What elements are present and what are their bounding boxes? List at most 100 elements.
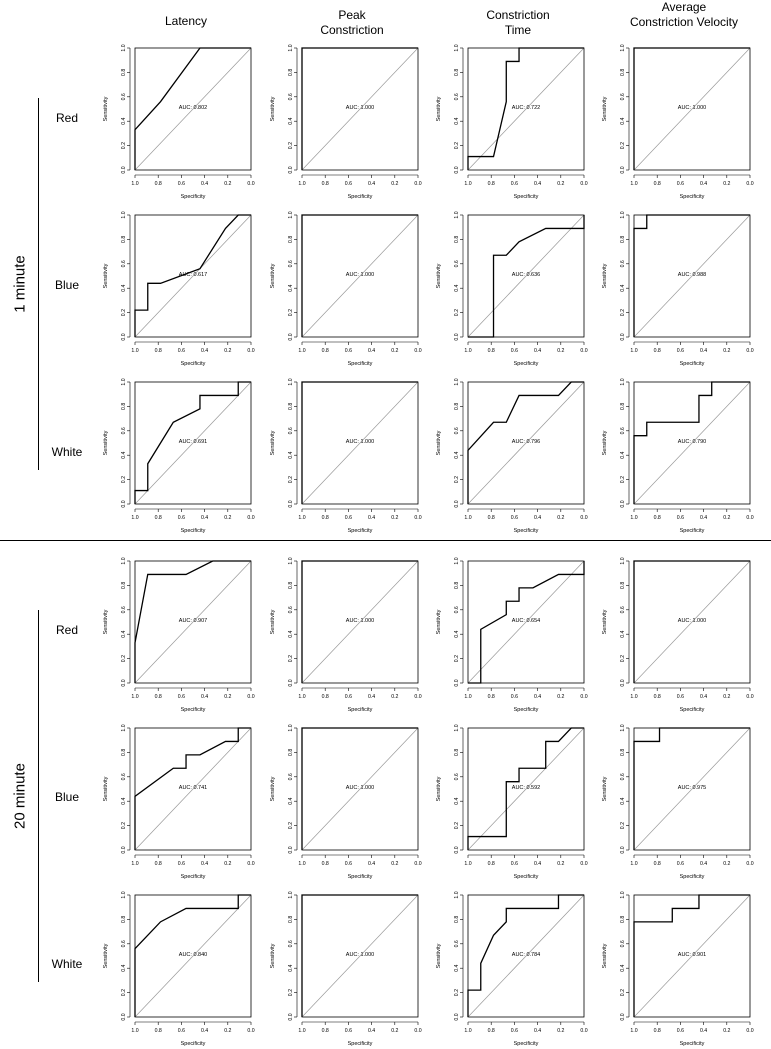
x-axis-title: Specificity (514, 707, 539, 713)
y-tick-label: 0.4 (454, 630, 460, 637)
x-tick-label: 0.4 (534, 181, 541, 187)
y-tick-label: 0.0 (620, 846, 626, 853)
x-tick-label: 0.2 (723, 348, 730, 354)
y-tick-label: 0.0 (288, 846, 294, 853)
roc-curve (301, 560, 418, 683)
x-tick-label: 0.0 (247, 515, 254, 521)
row-label-red-20min: Red (55, 623, 78, 637)
y-tick-label: 0.4 (620, 630, 626, 637)
y-tick-label: 0.6 (620, 940, 626, 947)
x-tick-label: 0.0 (414, 515, 421, 521)
x-axis-title: Specificity (514, 194, 539, 200)
x-tick-label: 0.8 (654, 348, 661, 354)
roc-chart-1-minute-red-peak-constriction: 1.0 0.8 0.6 0.4 0.2 0.0 0.0 0.2 0.4 0.6 0.8 1.0 Spec… (270, 44, 422, 200)
x-tick-label: 1.0 (131, 1028, 138, 1034)
reference-diagonal (134, 727, 252, 851)
x-axis-title: Specificity (181, 707, 206, 713)
x-tick-label: 0.2 (224, 1028, 231, 1034)
y-tick-label: 1.0 (288, 378, 294, 385)
y-axis-title: Sensitivity (103, 776, 109, 801)
x-axis-title: Specificity (181, 874, 206, 880)
column-header-latency: Latency (164, 14, 208, 28)
x-tick-label: 1.0 (131, 181, 138, 187)
x-axis-title: Specificity (514, 528, 539, 534)
reference-diagonal (633, 560, 751, 684)
x-axis-title: Specificity (348, 361, 373, 367)
roc-chart-1-minute-white-latency: 1.0 0.8 0.6 0.4 0.2 0.0 0.0 0.2 0.4 0.6 0.8 1.0 Spec… (103, 378, 255, 534)
roc-chart-20-minute-white-average-constriction-velocity: 1.0 0.8 0.6 0.4 0.2 0.0 0.0 0.2 0.4 0.6 0.8 1.0 Spec… (602, 891, 754, 1047)
plot-frame (134, 381, 252, 505)
auc-label: AUC: 0.741 (179, 785, 207, 791)
x-tick-label: 1.0 (464, 348, 471, 354)
roc-curve (301, 47, 418, 170)
x-tick-label: 0.4 (368, 181, 375, 187)
roc-curve (134, 727, 251, 850)
y-tick-label: 0.0 (121, 1013, 127, 1020)
x-tick-label: 0.0 (580, 181, 587, 187)
y-tick-label: 0.2 (121, 655, 127, 662)
y-tick-label: 0.8 (620, 916, 626, 923)
y-tick-label: 0.8 (121, 236, 127, 243)
y-tick-label: 0.2 (288, 142, 294, 149)
y-tick-label: 0.4 (121, 964, 127, 971)
y-tick-label: 0.0 (121, 333, 127, 340)
y-axis-title: Sensitivity (103, 609, 109, 634)
y-axis-title: Sensitivity (103, 96, 109, 121)
x-axis-title: Specificity (181, 1041, 206, 1047)
x-tick-label: 1.0 (298, 861, 305, 867)
y-tick-label: 0.4 (620, 797, 626, 804)
y-tick-label: 0.4 (288, 630, 294, 637)
y-tick-label: 1.0 (121, 557, 127, 564)
plot-frame (467, 214, 585, 338)
y-tick-label: 0.6 (288, 773, 294, 780)
x-tick-label: 0.6 (345, 515, 352, 521)
y-tick-label: 0.4 (288, 797, 294, 804)
y-tick-label: 0.4 (454, 117, 460, 124)
y-tick-label: 1.0 (620, 891, 626, 898)
auc-label: AUC: 0.988 (678, 272, 706, 278)
y-tick-label: 1.0 (454, 557, 460, 564)
y-tick-label: 0.4 (454, 797, 460, 804)
auc-label: AUC: 1.000 (346, 952, 374, 958)
x-tick-label: 0.6 (511, 181, 518, 187)
y-axis-title: Sensitivity (436, 96, 442, 121)
roc-curve (468, 215, 585, 338)
x-tick-label: 0.6 (345, 181, 352, 187)
y-tick-label: 0.0 (454, 679, 460, 686)
y-tick-label: 0.6 (121, 940, 127, 947)
auc-label: AUC: 0.802 (179, 105, 207, 111)
y-tick-label: 0.6 (454, 260, 460, 267)
y-axis-title: Sensitivity (436, 430, 442, 455)
x-tick-label: 0.6 (677, 181, 684, 187)
x-tick-label: 0.8 (155, 348, 162, 354)
y-tick-label: 0.6 (620, 606, 626, 613)
x-tick-label: 0.2 (224, 861, 231, 867)
roc-curve (467, 894, 584, 1017)
plot-frame (467, 381, 585, 505)
y-tick-label: 0.8 (288, 749, 294, 756)
roc-curve (301, 381, 418, 504)
y-axis-title: Sensitivity (602, 776, 608, 801)
y-tick-label: 0.8 (620, 236, 626, 243)
y-tick-label: 0.0 (620, 1013, 626, 1020)
x-tick-label: 0.6 (178, 1028, 185, 1034)
y-tick-label: 0.2 (121, 476, 127, 483)
x-tick-label: 0.6 (345, 694, 352, 700)
roc-chart-20-minute-red-peak-constriction: 1.0 0.8 0.6 0.4 0.2 0.0 0.0 0.2 0.4 0.6 0.8 1.0 Spec… (270, 557, 422, 713)
x-tick-label: 0.8 (322, 1028, 329, 1034)
reference-diagonal (467, 381, 585, 505)
x-tick-label: 0.8 (155, 181, 162, 187)
column-header-peak-constriction: Peak Constriction (320, 8, 384, 37)
x-tick-label: 0.2 (224, 694, 231, 700)
y-axis-title: Sensitivity (103, 430, 109, 455)
auc-label: AUC: 0.790 (678, 439, 706, 445)
y-tick-label: 0.4 (121, 284, 127, 291)
x-axis-title: Specificity (181, 528, 206, 534)
y-tick-label: 0.4 (121, 797, 127, 804)
x-tick-label: 0.0 (746, 348, 753, 354)
x-tick-label: 0.4 (201, 348, 208, 354)
auc-label: AUC: 0.592 (512, 785, 540, 791)
y-tick-label: 0.0 (288, 333, 294, 340)
x-tick-label: 0.0 (414, 694, 421, 700)
group-bracket-20-minute (38, 610, 39, 982)
